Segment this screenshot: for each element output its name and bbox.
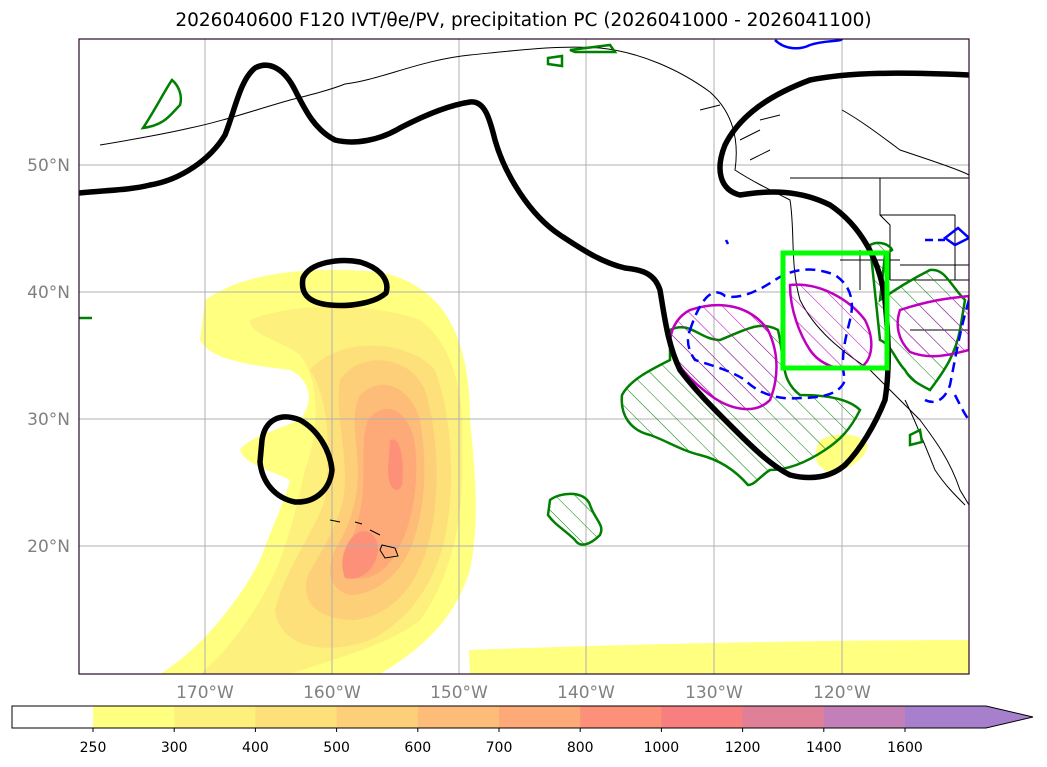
colorbar-tick-label: 250 <box>80 740 107 756</box>
colorbar-tick-label: 400 <box>242 740 269 756</box>
theta-e-east <box>924 299 969 421</box>
colorbar-tick-label: 1200 <box>725 740 761 756</box>
theta-e-dot <box>724 239 730 245</box>
lat-label: 40°N <box>27 283 70 303</box>
lat-labels: 50°N 40°N 30°N 20°N <box>27 156 70 557</box>
lon-label: 120°W <box>813 683 871 703</box>
colorbar-cell <box>93 706 175 728</box>
lon-label: 160°W <box>303 683 361 703</box>
lon-label: 130°W <box>685 683 743 703</box>
theta-e-contours <box>686 39 969 421</box>
colorbar-cell <box>580 706 662 728</box>
colorbar-cell <box>499 706 581 728</box>
colorbar-cell <box>417 706 500 728</box>
theta-e-dashed <box>686 268 854 400</box>
map-title: 2026040600 F120 IVT/θe/PV, precipitation… <box>175 10 872 31</box>
map-border <box>78 38 970 675</box>
colorbar-extend-arrow <box>986 706 1033 728</box>
pv-main <box>79 62 969 481</box>
highlight-box <box>780 250 890 371</box>
ivt-800-b <box>342 531 378 579</box>
ivt-800-a <box>388 439 403 490</box>
lat-label: 30°N <box>27 410 70 430</box>
lon-label: 170°W <box>176 683 234 703</box>
lon-label: 150°W <box>430 683 488 703</box>
colorbar-cell <box>174 706 256 728</box>
colorbar-tick-label: 1400 <box>806 740 842 756</box>
ivt-250-strip <box>469 640 969 674</box>
theta-e-ne <box>942 226 969 247</box>
colorbar-cells <box>93 706 986 728</box>
colorbar-outline <box>11 705 1034 729</box>
precip-region-hawaii <box>546 492 603 546</box>
colorbar-under <box>12 706 93 728</box>
colorbar-tick-label: 1000 <box>644 740 680 756</box>
magenta-region-east <box>896 294 969 358</box>
pv-loop-north <box>299 257 390 309</box>
theta-e-top <box>774 39 844 50</box>
lon-labels: 170°W 160°W 150°W 140°W 130°W 120°W <box>176 683 871 703</box>
lat-label: 20°N <box>27 537 70 557</box>
colorbar-cell <box>905 706 986 728</box>
colorbar-ticks: 250 300 400 500 600 700 800 1000 1200 1400 1600 <box>80 728 923 756</box>
lat-label: 50°N <box>27 156 70 176</box>
colorbar-cell <box>336 706 419 728</box>
colorbar-tick-label: 600 <box>404 740 431 756</box>
precip-region-north <box>140 78 183 130</box>
ivt-shading <box>160 269 969 674</box>
colorbar-tick-label: 700 <box>486 740 513 756</box>
colorbar-tick-label: 800 <box>567 740 594 756</box>
colorbar-cell <box>255 706 338 728</box>
colorbar-cell <box>742 706 825 728</box>
colorbar-tick-label: 1600 <box>887 740 923 756</box>
colorbar-cell <box>823 706 906 728</box>
precip-small <box>908 428 924 447</box>
pv-loop-south <box>257 414 335 505</box>
precip-top-a <box>546 54 564 68</box>
colorbar: 250 300 400 500 600 700 800 1000 1200 1400 1600 <box>11 705 1034 756</box>
colorbar-tick-label: 500 <box>323 740 350 756</box>
colorbar-tick-label: 300 <box>161 740 188 756</box>
colorbar-cell <box>661 706 744 728</box>
precip-top-b <box>569 43 618 54</box>
lon-label: 140°W <box>557 683 615 703</box>
pv-contours <box>79 62 969 505</box>
